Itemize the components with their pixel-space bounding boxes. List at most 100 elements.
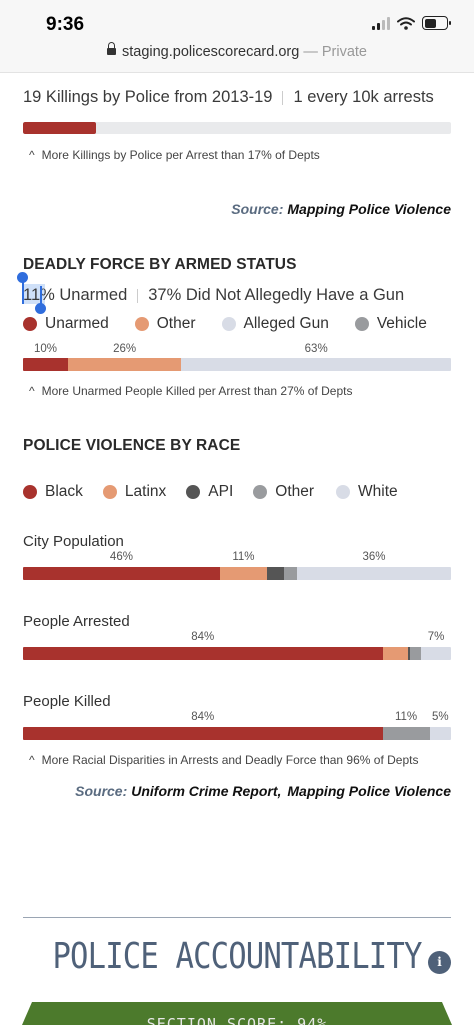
caret-icon: ^ <box>29 148 35 162</box>
lock-icon <box>106 41 116 55</box>
race-legend: Black Latinx API Other White <box>23 483 398 501</box>
race-note: ^ More Racial Disparities in Arrests and … <box>29 753 418 767</box>
race-legend-api: API <box>186 483 233 501</box>
legend-dot-icon <box>102 485 117 499</box>
address-bar[interactable]: staging.policescorecard.org — Private <box>0 41 474 60</box>
armed-legend-unarmed: Unarmed <box>23 315 109 333</box>
killings-note: ^ More Killings by Police per Arrest than… <box>29 148 320 162</box>
armed-bar-percent-label: 63% <box>304 343 328 355</box>
legend-label: Unarmed <box>45 315 109 332</box>
source-separator: , <box>277 783 282 799</box>
race-bar-segment <box>23 567 220 580</box>
race-bar-people-arrested <box>23 647 451 660</box>
wifi-icon <box>397 16 415 30</box>
armed-bar-segment <box>67 358 182 371</box>
race-bar-segment <box>23 647 383 660</box>
race-bar-percent-label: 11% <box>394 711 418 723</box>
race-row-label-city-population: City Population <box>23 533 124 550</box>
selection-end-knob[interactable] <box>35 303 46 314</box>
race-bar-segment <box>296 567 451 580</box>
source-link-mpv[interactable]: Mapping Police Violence <box>287 201 451 217</box>
armed-bar-percent-label: 10% <box>33 343 57 355</box>
killings-percentile-bar <box>23 122 451 134</box>
race-legend-other: Other <box>253 483 314 501</box>
source-label: Source: <box>231 201 284 217</box>
section-score-banner: SECTION SCORE: 94% <box>22 1002 452 1025</box>
legend-dot-icon <box>336 485 351 499</box>
accountability-heading: POLICE ACCOUNTABILITY <box>52 936 422 977</box>
unarmed-stat: 11% Unarmed <box>23 286 128 304</box>
selection-start-knob[interactable] <box>17 272 28 283</box>
no-gun-stat: 37% Did Not Allegedly Have a Gun <box>148 286 405 304</box>
legend-label: White <box>358 483 398 500</box>
source-label: Source: <box>75 783 128 799</box>
race-bar-percent-label: 46% <box>109 551 133 563</box>
browser-chrome: 9:36 staging.policescorecard.org — Priva… <box>0 0 474 73</box>
selection-end-handle[interactable] <box>40 286 42 308</box>
info-icon[interactable]: i <box>428 951 451 974</box>
race-bar-segment <box>284 567 297 580</box>
legend-label: Alleged Gun <box>243 315 329 332</box>
armed-status-bar <box>23 358 451 371</box>
race-bar-people-killed <box>23 727 451 740</box>
race-bar-percent-label: 5% <box>431 711 449 723</box>
race-bar-city-population <box>23 567 451 580</box>
race-bar-percent-label: 84% <box>191 711 215 723</box>
armed-bar-segment <box>23 358 68 371</box>
race-source: Source: Uniform Crime Report, Mapping Poli… <box>75 783 451 799</box>
race-legend-black: Black <box>23 483 83 501</box>
legend-dot-icon <box>354 317 369 331</box>
caret-icon: ^ <box>29 753 35 767</box>
armed-legend-alleged-gun: Alleged Gun <box>221 315 329 333</box>
legend-dot-icon <box>134 317 149 331</box>
race-note-text: More Racial Disparities in Arrests and D… <box>41 753 419 767</box>
race-bar-segment <box>421 647 451 660</box>
legend-dot-icon <box>253 485 268 499</box>
race-bar-segment <box>408 647 411 660</box>
killings-rate: 1 every 10k arrests <box>293 88 434 106</box>
cellular-signal-icon <box>372 16 390 30</box>
killings-percentile-fill <box>23 122 96 134</box>
killings-source: Source: Mapping Police Violence <box>231 201 451 217</box>
armed-bar-percent-label: 26% <box>113 343 137 355</box>
url-text: staging.policescorecard.org <box>121 44 300 60</box>
armed-note: ^ More Unarmed People Killed per Arrest t… <box>29 384 352 398</box>
race-bar-segment <box>410 647 421 660</box>
armed-stat-line: 11% Unarmed 37% Did Not Allegedly Have a … <box>23 286 404 305</box>
race-bar-percent-label: 11% <box>232 551 255 563</box>
legend-label: Black <box>45 483 83 500</box>
race-legend-latinx: Latinx <box>102 483 166 501</box>
system-icons <box>372 16 451 30</box>
race-row-label-people-arrested: People Arrested <box>23 613 130 630</box>
legend-dot-icon <box>23 317 37 331</box>
race-bar-segment <box>219 567 267 580</box>
race-bar-segment <box>382 727 430 740</box>
race-bar-percent-label: 7% <box>427 631 445 643</box>
caret-icon: ^ <box>29 384 35 398</box>
armed-legend-vehicle: Vehicle <box>354 315 427 333</box>
armed-status-legend: Unarmed Other Alleged Gun Vehicle <box>23 315 427 333</box>
source-link-mpv[interactable]: Mapping Police Violence <box>287 783 451 799</box>
race-bar-percent-label: 84% <box>191 631 215 643</box>
killings-count: 19 Killings by Police from 2013-19 <box>23 88 273 106</box>
armed-note-text: More Unarmed People Killed per Arrest th… <box>41 384 353 398</box>
stat-separator <box>282 90 284 105</box>
armed-status-heading: DEADLY FORCE BY ARMED STATUS <box>23 256 297 273</box>
source-link-ucr[interactable]: Uniform Crime Report <box>131 783 278 799</box>
armed-legend-other: Other <box>134 315 196 333</box>
selection-start-handle[interactable] <box>22 278 24 304</box>
legend-label: API <box>208 483 234 500</box>
race-bar-percent-label: 36% <box>362 551 386 563</box>
section-score-text: SECTION SCORE: 94% <box>146 1015 328 1025</box>
race-bar-segment <box>266 567 285 580</box>
section-divider <box>23 917 451 918</box>
race-bar-segment <box>429 727 451 740</box>
legend-label: Other <box>156 315 196 332</box>
battery-icon <box>422 16 451 30</box>
legend-dot-icon <box>23 485 37 499</box>
legend-dot-icon <box>186 485 201 499</box>
status-time: 9:36 <box>46 14 85 35</box>
race-heading: POLICE VIOLENCE BY RACE <box>23 437 241 454</box>
killings-stat-line: 19 Killings by Police from 2013-19 1 ever… <box>23 88 434 107</box>
race-row-label-people-killed: People Killed <box>23 693 111 710</box>
